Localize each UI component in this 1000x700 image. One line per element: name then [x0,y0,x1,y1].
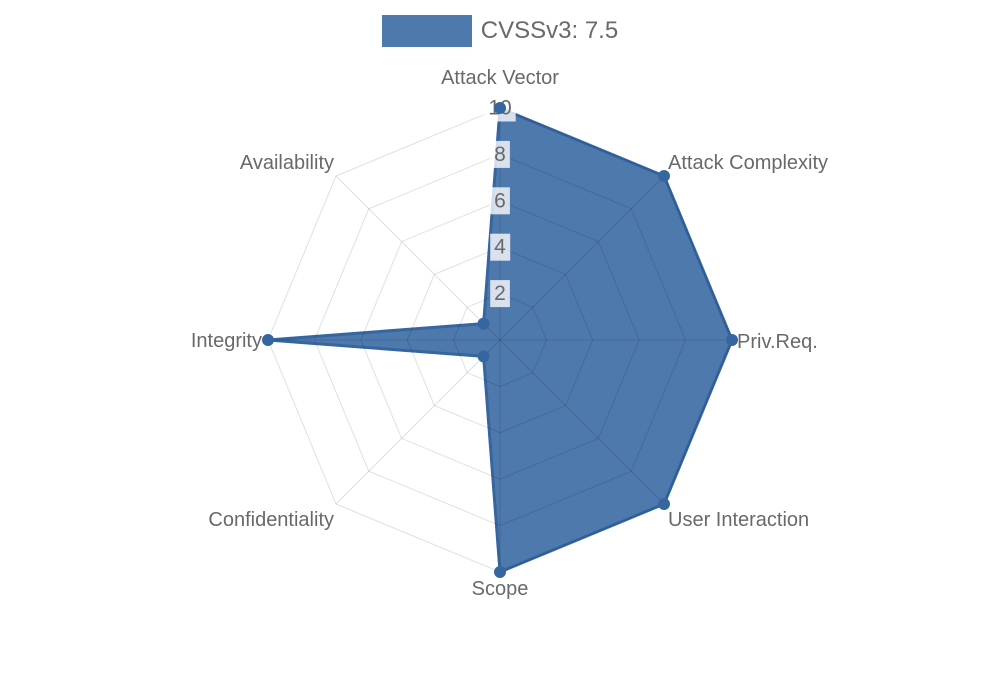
data-point[interactable] [658,170,670,182]
legend-label: CVSSv3: 7.5 [480,17,619,44]
axis-label-availability: Availability [240,152,334,174]
grid-spoke [499,175,665,341]
data-point[interactable] [477,350,490,363]
grid-spoke [335,175,501,341]
tick-backdrop [490,233,511,261]
chart-legend[interactable]: CVSSv3: 7.5 [0,15,1000,47]
tick-backdrop [490,187,510,215]
axis-label-user-interaction: User Interaction [668,509,809,531]
grid-spoke [335,339,501,505]
grid-spoke [499,339,665,505]
radial-tick-label: 2 [494,282,506,305]
radial-tick-label: 6 [494,189,506,212]
radial-tick-label: 8 [494,143,506,166]
axis-label-scope: Scope [472,578,529,600]
axis-label-integrity: Integrity [191,330,262,352]
grid-ring [406,246,594,434]
legend-swatch [381,15,472,47]
axis-label-attack-complexity: Attack Complexity [668,152,828,174]
data-point[interactable] [494,102,506,114]
data-point[interactable] [658,498,670,510]
grid-ring [313,153,687,527]
data-point[interactable] [494,566,506,578]
tick-backdrop [490,140,510,168]
data-point[interactable] [726,334,738,346]
grid-ring [453,293,547,387]
axis-label-priv-req: Priv.Req. [737,331,818,353]
axis-label-confidentiality: Confidentiality [208,509,334,531]
axis-label-attack-vector: Attack Vector [441,67,559,89]
radial-tick-label: 4 [494,236,506,259]
data-point[interactable] [262,334,274,346]
data-point[interactable] [477,317,490,330]
tick-backdrop [490,280,510,308]
grid-ring [360,200,640,480]
